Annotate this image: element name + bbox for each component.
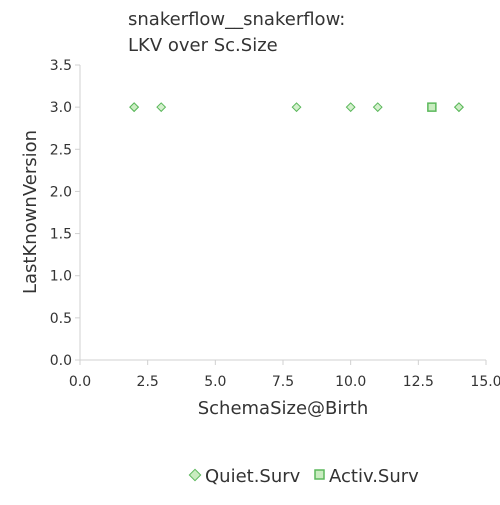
x-axis-ticks: 0.0 2.5 5.0 7.5 10.0 12.5 15.0: [69, 360, 500, 390]
legend-label-activ-surv: Activ.Surv: [329, 466, 419, 487]
chart-title-line-1: snakerflow__snakerflow:: [128, 9, 345, 30]
x-axis-label: SchemaSize@Birth: [198, 398, 369, 419]
y-tick-label: 1.5: [50, 227, 72, 243]
x-tick-label: 7.5: [272, 374, 294, 390]
data-points: [129, 102, 464, 113]
y-tick-label: 0.5: [50, 311, 72, 327]
data-point-quiet-surv: [345, 102, 356, 113]
data-point-quiet-surv: [291, 102, 302, 113]
chart-title-line-2: LKV over Sc.Size: [128, 35, 278, 56]
x-tick-label: 10.0: [335, 374, 366, 390]
x-tick-label: 0.0: [69, 374, 91, 390]
y-tick-label: 2.5: [50, 142, 72, 158]
y-tick-label: 0.0: [50, 353, 72, 369]
legend-marker-square: [314, 469, 325, 480]
x-tick-label: 12.5: [403, 374, 434, 390]
legend[interactable]: Quiet.Surv Activ.Surv: [188, 466, 419, 487]
legend-marker-diamond: [188, 468, 202, 482]
x-tick-label: 2.5: [137, 374, 159, 390]
y-tick-label: 1.0: [50, 269, 72, 285]
legend-item-quiet-surv[interactable]: Quiet.Surv: [188, 466, 301, 487]
y-axis-label: LastKnownVersion: [20, 130, 41, 294]
chart-title: snakerflow__snakerflow: LKV over Sc.Size: [128, 9, 345, 56]
x-tick-label: 5.0: [204, 374, 226, 390]
data-point-quiet-surv: [156, 102, 167, 113]
data-point-quiet-surv: [372, 102, 383, 113]
data-point-quiet-surv: [129, 102, 140, 113]
y-axis-ticks: 0.0 0.5 1.0 1.5 2.0 2.5 3.0 3.5: [50, 58, 80, 369]
axes: [79, 65, 486, 361]
x-tick-label: 15.0: [470, 374, 500, 390]
y-tick-label: 2.0: [50, 184, 72, 200]
data-point-quiet-surv: [453, 102, 464, 113]
y-tick-label: 3.0: [50, 100, 72, 116]
legend-item-activ-surv[interactable]: Activ.Surv: [314, 466, 419, 487]
legend-label-quiet-surv: Quiet.Surv: [205, 466, 301, 487]
data-point-activ-surv: [427, 102, 437, 112]
y-tick-label: 3.5: [50, 58, 72, 74]
